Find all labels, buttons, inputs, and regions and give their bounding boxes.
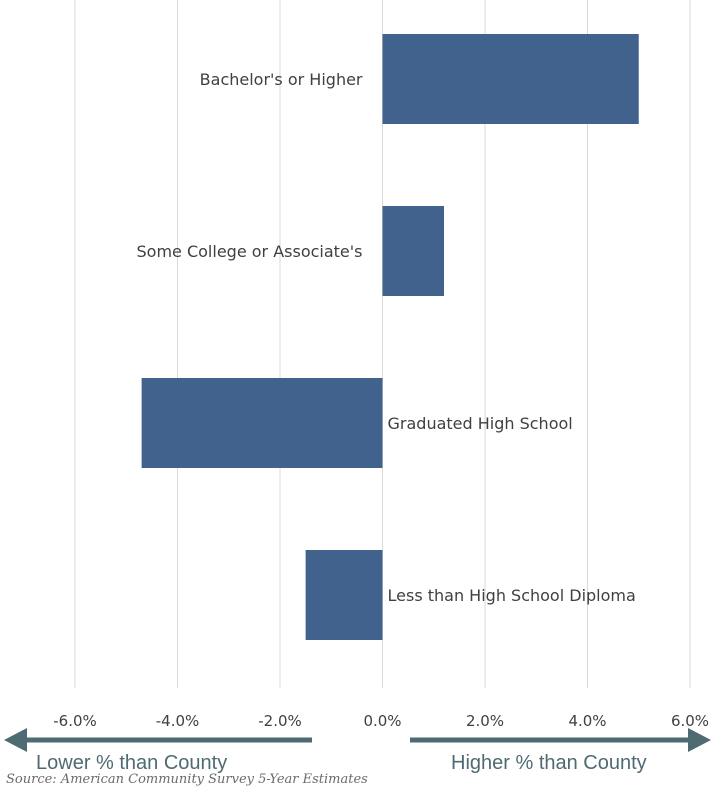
category-label: Bachelor's or Higher <box>200 70 363 89</box>
x-tick-label: 6.0% <box>671 712 709 730</box>
right-arrow: Higher % than County <box>410 728 711 774</box>
category-label: Some College or Associate's <box>137 242 363 261</box>
right-arrow-label: Higher % than County <box>451 752 647 774</box>
bar <box>382 206 444 296</box>
source-note: Source: American Community Survey 5-Year… <box>6 772 368 787</box>
x-tick-label: -6.0% <box>53 712 97 730</box>
left-arrowhead <box>4 728 27 752</box>
right-arrowhead <box>688 728 711 752</box>
left-arrow-label: Lower % than County <box>36 752 227 774</box>
bar <box>305 550 383 640</box>
category-label: Less than High School Diploma <box>388 586 636 605</box>
category-labels: Bachelor's or Higher Some College or Asso… <box>137 70 636 605</box>
left-arrow: Lower % than County <box>4 728 312 774</box>
bar <box>141 378 383 468</box>
x-tick-label: -4.0% <box>156 712 200 730</box>
category-label: Graduated High School <box>388 414 573 433</box>
x-tick-label: 0.0% <box>363 712 401 730</box>
bars <box>141 34 639 640</box>
x-tick-label: 4.0% <box>568 712 606 730</box>
x-tick-label: -2.0% <box>258 712 302 730</box>
x-tick-label: 2.0% <box>466 712 504 730</box>
bar <box>382 34 639 124</box>
x-tick-labels: -6.0% -4.0% -2.0% 0.0% 2.0% 4.0% 6.0% <box>53 712 709 730</box>
